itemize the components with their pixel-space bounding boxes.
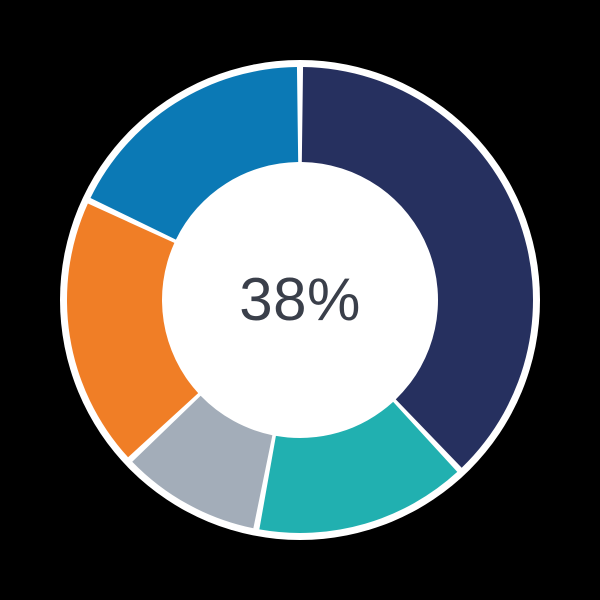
donut-slice-3[interactable] — [132, 395, 273, 529]
donut-slice-5[interactable] — [90, 67, 299, 240]
donut-slice-4[interactable] — [66, 203, 199, 458]
donut-slices-group — [66, 67, 534, 533]
donut-slice-2[interactable] — [259, 401, 458, 533]
donut-slice-1[interactable] — [301, 67, 534, 468]
